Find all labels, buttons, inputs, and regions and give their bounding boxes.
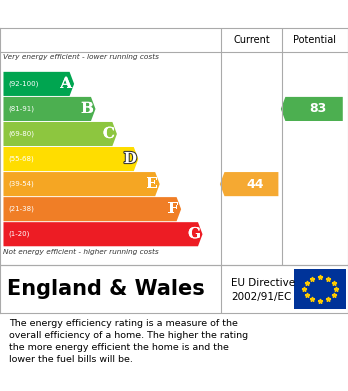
Text: Energy Efficiency Rating: Energy Efficiency Rating [9,7,210,22]
Text: EU Directive: EU Directive [231,278,295,288]
Text: The energy efficiency rating is a measure of the
overall efficiency of a home. T: The energy efficiency rating is a measur… [9,319,248,364]
Text: G: G [188,227,201,241]
Text: 83: 83 [309,102,326,115]
Text: Very energy efficient - lower running costs: Very energy efficient - lower running co… [3,54,159,60]
Text: 2002/91/EC: 2002/91/EC [231,292,292,302]
Bar [294,269,346,309]
Text: F: F [168,202,179,216]
Polygon shape [3,172,160,196]
Polygon shape [220,172,278,196]
Text: England & Wales: England & Wales [7,279,205,299]
Text: Current: Current [233,35,270,45]
Polygon shape [3,72,74,96]
Polygon shape [3,122,117,146]
Polygon shape [3,97,95,121]
Text: (81-91): (81-91) [9,106,35,112]
Text: Potential: Potential [293,35,337,45]
Text: Not energy efficient - higher running costs: Not energy efficient - higher running co… [3,248,159,255]
Text: (39-54): (39-54) [9,181,34,187]
Text: 44: 44 [246,178,264,191]
Text: E: E [146,177,158,191]
Text: D: D [124,152,137,166]
Text: (21-38): (21-38) [9,206,34,212]
Polygon shape [3,222,203,246]
Text: C: C [103,127,115,141]
Text: A: A [60,77,72,91]
Polygon shape [3,147,138,171]
Text: (55-68): (55-68) [9,156,34,162]
Text: (69-80): (69-80) [9,131,35,137]
Polygon shape [281,97,343,121]
Text: (1-20): (1-20) [9,231,30,237]
Polygon shape [3,197,181,221]
Text: B: B [81,102,94,116]
Text: (92-100): (92-100) [9,81,39,87]
